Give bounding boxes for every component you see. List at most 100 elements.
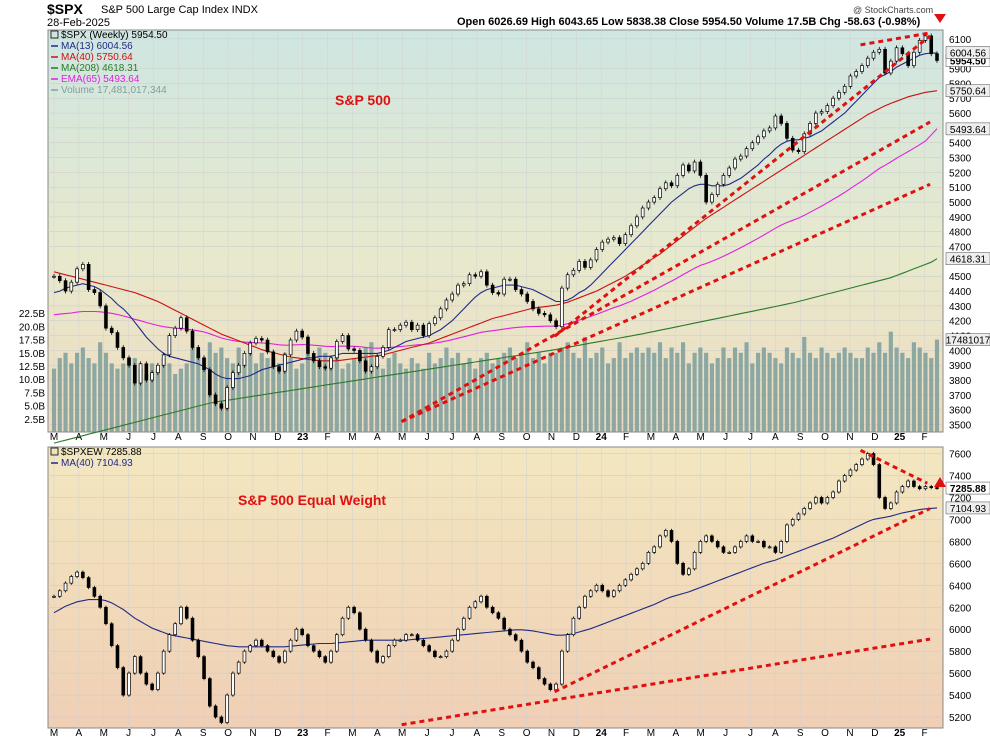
volume-bar: [807, 352, 813, 432]
x-tick-label: J: [723, 728, 728, 739]
candle-body: [790, 519, 795, 526]
volume-bar: [115, 368, 120, 432]
volume-bar: [865, 347, 870, 432]
candle-body: [133, 364, 137, 384]
legend-item: MA(208) 4618.31: [61, 63, 139, 74]
volume-tick-label: 12.5B: [19, 362, 45, 373]
candle-body: [560, 287, 564, 328]
candle-body: [738, 155, 743, 160]
candle-body: [635, 216, 639, 227]
ma40-line: [53, 90, 938, 362]
volume-bar: [478, 358, 484, 432]
x-tick-label: S: [200, 728, 207, 739]
candle-body: [138, 656, 143, 674]
x-tick-label: D: [871, 728, 878, 739]
candle-body: [825, 105, 830, 112]
candle-body: [698, 541, 703, 553]
x-tick-label: M: [50, 432, 58, 443]
candle-body: [721, 546, 726, 553]
candle-body: [208, 369, 212, 396]
candle-body: [438, 308, 443, 319]
candle-body: [814, 112, 818, 124]
x-tick-label: M: [398, 432, 406, 443]
x-tick-label: M: [348, 728, 356, 739]
candle-body: [433, 650, 437, 658]
candle-body: [115, 645, 120, 668]
candle-body: [900, 47, 905, 55]
chart-symbol: $SPX: [47, 1, 83, 17]
candle-body: [588, 259, 593, 268]
volume-bar: [773, 358, 778, 432]
candle-body: [536, 667, 541, 679]
price-label-box: [945, 501, 990, 515]
candle-body: [542, 312, 547, 316]
volume-bar: [300, 363, 305, 432]
candle-body: [744, 148, 749, 157]
chart-name: S&P 500 Large Cap Index INDX: [101, 4, 258, 16]
volume-bar: [848, 352, 853, 432]
volume-bar: [357, 352, 362, 432]
y-tick-label: 4000: [949, 346, 972, 357]
candle-body: [173, 623, 177, 636]
candle-body: [410, 321, 414, 330]
candle-body: [756, 136, 760, 144]
candle-body: [663, 182, 668, 190]
volume-bar: [779, 363, 784, 432]
candle-body: [225, 387, 229, 409]
candle-body: [710, 535, 714, 542]
candle-body: [583, 595, 587, 608]
volume-bar: [669, 347, 674, 432]
y-tick-label: 6000: [949, 625, 972, 636]
x-tick-label: M: [697, 432, 705, 443]
candle-body: [421, 639, 426, 647]
volume-bar: [519, 352, 524, 432]
x-tick-label: A: [374, 728, 381, 739]
candle-body: [629, 573, 633, 581]
candle-body: [461, 283, 466, 286]
candle-body: [923, 486, 928, 490]
candle-body: [837, 91, 841, 99]
volume-bar: [617, 342, 622, 432]
candle-body: [600, 584, 605, 592]
candle-body: [219, 403, 224, 409]
candle-body: [640, 563, 645, 570]
candle-body: [635, 568, 639, 575]
volume-bar: [242, 358, 247, 432]
x-tick-label: 25: [894, 432, 906, 443]
x-tick-label: O: [224, 728, 232, 739]
volume-bar: [328, 358, 334, 432]
volume-bar: [219, 347, 224, 432]
volume-bar: [432, 363, 437, 432]
volume-bar: [813, 358, 818, 432]
candle-body: [438, 656, 443, 659]
volume-bar: [513, 358, 518, 432]
volume-bar: [744, 342, 749, 432]
volume-bar: [167, 363, 172, 432]
volume-bar: [450, 358, 455, 432]
candle-body: [571, 269, 576, 276]
candle-body: [173, 327, 177, 336]
y-tick-label: 5100: [949, 183, 972, 194]
x-tick-label: J: [425, 728, 430, 739]
y-tick-label: 7200: [949, 493, 972, 504]
volume-bar: [392, 352, 397, 432]
x-tick-label: J: [126, 728, 131, 739]
candle-body: [606, 590, 610, 597]
candle-body: [831, 97, 835, 107]
candle-body: [150, 372, 154, 381]
candle-body: [710, 194, 714, 203]
volume-bar: [75, 352, 80, 432]
y-tick-label: 7400: [949, 472, 972, 483]
candle-body: [750, 535, 755, 542]
x-tick-label: M: [100, 728, 108, 739]
candle-body: [652, 546, 657, 553]
plot-area: [47, 446, 944, 729]
volume-bar: [600, 347, 605, 432]
candle-body: [508, 278, 512, 281]
candle-body: [444, 299, 449, 310]
candle-body: [161, 354, 166, 366]
candle-body: [196, 639, 201, 658]
candle-body: [848, 469, 853, 476]
candle-body: [334, 634, 339, 652]
x-tick-label: M: [348, 432, 356, 443]
